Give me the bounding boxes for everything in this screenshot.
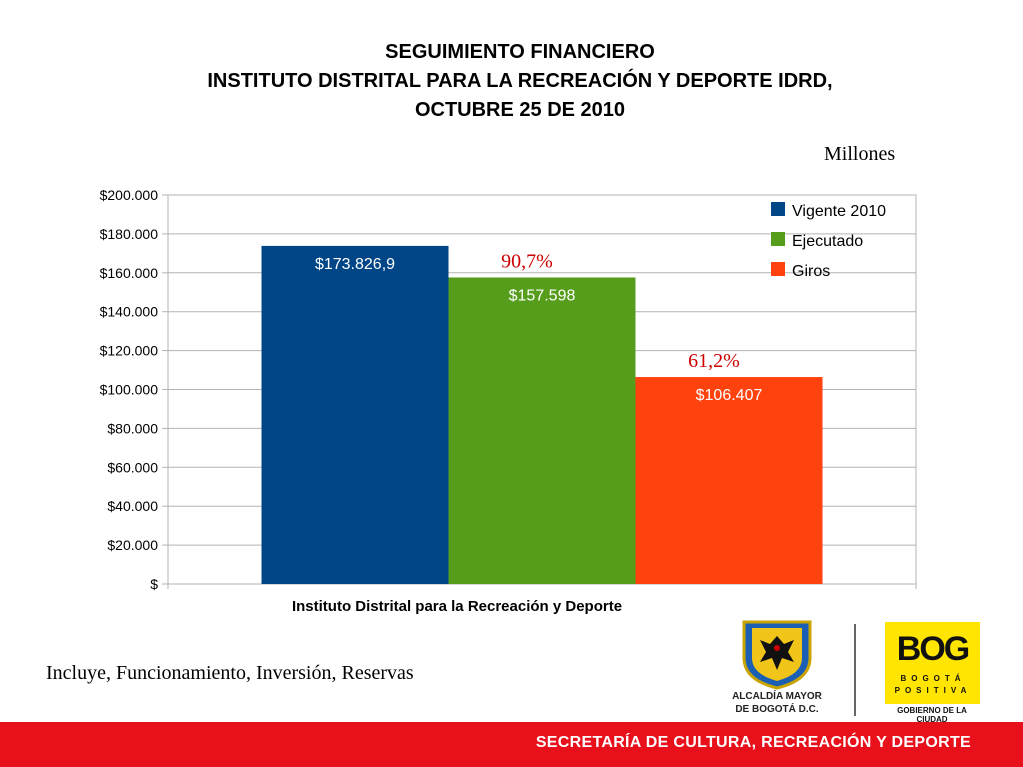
includes-note: Incluye, Funcionamiento, Inversión, Rese… [46, 662, 414, 684]
y-tick-label: $20.000 [107, 537, 158, 553]
footer-text: SECRETARÍA DE CULTURA, RECREACIÓN Y DEPO… [535, 734, 971, 751]
bog-tagline: GOBIERNO DE LA CIUDAD [897, 706, 967, 724]
legend-swatch [771, 262, 785, 276]
bog-word: BOG [896, 630, 970, 668]
bar [635, 377, 823, 584]
y-tick-label: $200.000 [100, 187, 159, 203]
alcaldia-line-1: ALCALDÍA MAYOR [732, 691, 822, 702]
alcaldia-logo: ALCALDÍA MAYOR DE BOGOTÁ D.C. [722, 618, 832, 718]
x-category-label: Instituto Distrital para la Recreación y… [292, 598, 622, 615]
data-label: $157.598 [509, 287, 576, 304]
bog-line-1: BOGOTÁ [900, 674, 966, 683]
percent-annotation: 90,7% [501, 250, 553, 272]
page-title: SEGUIMIENTO FINANCIERO INSTITUTO DISTRIT… [0, 38, 1023, 125]
title-line-1: SEGUIMIENTO FINANCIERO [385, 41, 655, 63]
unit-label: Millones [824, 143, 896, 165]
y-tick-label: $60.000 [107, 459, 158, 475]
bar-chart: $ $20.000 $40.000 $60.000 $80.000 $100.000 $12… [100, 187, 917, 615]
bar [448, 277, 636, 584]
footer-bar: SECRETARÍA DE CULTURA, RECREACIÓN Y DEPO… [0, 722, 1023, 767]
title-line-3: OCTUBRE 25 DE 2010 [414, 99, 626, 121]
bogota-positiva-logo: BOG BOGOTÁ POSITIVA GOBIERNO DE LA CIUDA… [882, 620, 982, 724]
coat-of-arms-icon [742, 620, 812, 690]
y-tick-label: $80.000 [107, 420, 158, 436]
y-tick-label: $ [150, 576, 158, 592]
data-label: $173.826,9 [315, 256, 395, 273]
y-tick-label: $140.000 [100, 304, 159, 320]
data-label: $106.407 [696, 387, 763, 404]
legend-label: Ejecutado [792, 233, 863, 250]
y-tick-label: $160.000 [100, 265, 159, 281]
legend-swatch [771, 202, 785, 216]
bog-logo-box: BOG BOGOTÁ POSITIVA [885, 622, 980, 704]
alcaldia-line-2: DE BOGOTÁ D.C. [735, 704, 819, 715]
legend-label: Giros [792, 263, 830, 280]
legend-swatch [771, 232, 785, 246]
y-tick-label: $40.000 [107, 498, 158, 514]
bog-line-2: POSITIVA [894, 686, 972, 695]
percent-annotation: 61,2% [688, 350, 740, 372]
y-tick-label: $180.000 [100, 226, 159, 242]
logo-divider [854, 624, 856, 716]
y-tick-label: $120.000 [100, 343, 159, 359]
legend-label: Vigente 2010 [792, 203, 886, 220]
bar [261, 245, 449, 584]
y-tick-label: $100.000 [100, 382, 159, 398]
title-line-2: INSTITUTO DISTRITAL PARA LA RECREACIÓN Y… [207, 70, 833, 92]
